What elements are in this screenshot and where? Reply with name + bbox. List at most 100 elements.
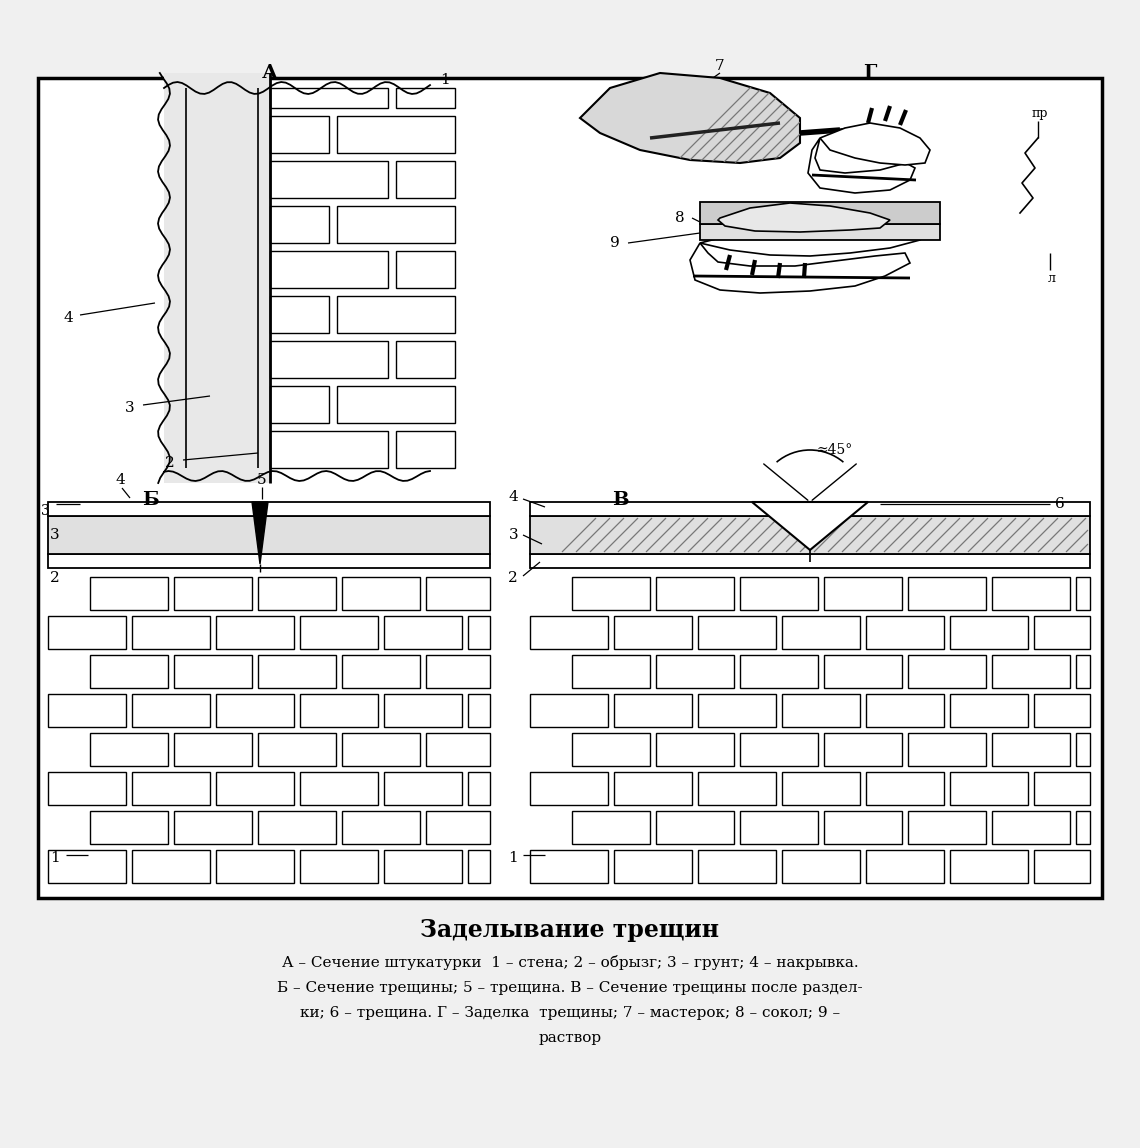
Text: 1: 1 xyxy=(440,73,450,87)
Bar xyxy=(270,205,329,243)
Bar xyxy=(824,656,902,688)
Polygon shape xyxy=(700,218,935,256)
Bar xyxy=(992,734,1070,766)
Bar xyxy=(950,771,1028,805)
Bar xyxy=(700,202,940,224)
Bar xyxy=(907,734,986,766)
Bar xyxy=(1076,656,1090,688)
Bar xyxy=(270,430,388,468)
Bar xyxy=(174,577,252,610)
Bar xyxy=(132,695,210,727)
Bar xyxy=(740,656,819,688)
Text: 3: 3 xyxy=(508,528,518,542)
Text: 9: 9 xyxy=(610,236,620,250)
Bar xyxy=(1076,734,1090,766)
Bar xyxy=(950,616,1028,649)
Bar xyxy=(782,850,860,883)
Text: ки; 6 – трещина. Г – Заделка  трещины; 7 – мастерок; 8 – сокол; 9 –: ки; 6 – трещина. Г – Заделка трещины; 7 … xyxy=(300,1006,840,1021)
Bar xyxy=(132,850,210,883)
Text: 8: 8 xyxy=(675,211,685,225)
Bar xyxy=(90,577,168,610)
Bar xyxy=(300,695,378,727)
Bar xyxy=(866,616,944,649)
Bar xyxy=(48,771,127,805)
Bar xyxy=(656,577,734,610)
Bar xyxy=(258,734,336,766)
Bar xyxy=(270,161,388,197)
Bar xyxy=(48,502,490,515)
Text: Г: Г xyxy=(863,64,877,82)
Bar xyxy=(38,78,1102,898)
Text: Б: Б xyxy=(141,491,158,509)
Bar xyxy=(174,810,252,844)
Bar xyxy=(824,734,902,766)
Bar xyxy=(530,554,1090,568)
Bar xyxy=(337,386,455,422)
Text: л: л xyxy=(1048,271,1056,285)
Bar xyxy=(258,810,336,844)
Text: ≈45°: ≈45° xyxy=(817,443,853,457)
Bar xyxy=(270,341,388,378)
Text: 2: 2 xyxy=(508,571,518,585)
Bar xyxy=(782,616,860,649)
Text: пр: пр xyxy=(1032,107,1049,119)
Bar xyxy=(90,734,168,766)
Bar xyxy=(656,810,734,844)
Text: 7: 7 xyxy=(715,59,725,73)
Polygon shape xyxy=(808,138,915,193)
Bar xyxy=(384,771,462,805)
Bar xyxy=(342,656,420,688)
Bar xyxy=(469,771,490,805)
Bar xyxy=(740,577,819,610)
Text: 6: 6 xyxy=(1056,497,1065,511)
Bar xyxy=(342,810,420,844)
Bar xyxy=(572,656,650,688)
Text: В: В xyxy=(612,491,628,509)
Bar xyxy=(698,771,776,805)
Bar xyxy=(48,695,127,727)
Bar xyxy=(270,251,388,288)
Polygon shape xyxy=(752,502,868,550)
Bar xyxy=(1034,771,1090,805)
Bar xyxy=(426,810,490,844)
Bar xyxy=(132,771,210,805)
Bar xyxy=(258,577,336,610)
Bar xyxy=(469,695,490,727)
Bar xyxy=(396,251,455,288)
Bar xyxy=(337,205,455,243)
Bar xyxy=(530,502,1090,515)
Text: 2: 2 xyxy=(165,456,174,470)
Bar xyxy=(1034,616,1090,649)
Bar xyxy=(698,695,776,727)
Bar xyxy=(300,850,378,883)
Bar xyxy=(614,771,692,805)
Text: 5: 5 xyxy=(258,473,267,487)
Bar xyxy=(866,771,944,805)
Bar xyxy=(469,616,490,649)
Bar xyxy=(48,515,490,554)
Bar xyxy=(270,88,388,108)
Polygon shape xyxy=(690,243,910,293)
Bar xyxy=(396,341,455,378)
Bar xyxy=(396,88,455,108)
Bar xyxy=(270,386,329,422)
Text: А – Сечение штукатурки  1 – стена; 2 – обрызг; 3 – грунт; 4 – накрывка.: А – Сечение штукатурки 1 – стена; 2 – об… xyxy=(282,955,858,970)
Bar xyxy=(698,850,776,883)
Bar xyxy=(426,577,490,610)
Bar xyxy=(950,695,1028,727)
Bar xyxy=(656,734,734,766)
Text: Б – Сечение трещины; 5 – трещина. В – Сечение трещины после раздел-: Б – Сечение трещины; 5 – трещина. В – Се… xyxy=(277,982,863,995)
Bar xyxy=(866,695,944,727)
Bar xyxy=(907,810,986,844)
Text: А: А xyxy=(262,64,278,82)
Bar xyxy=(426,656,490,688)
Text: 4: 4 xyxy=(115,473,125,487)
Bar xyxy=(530,771,608,805)
Bar xyxy=(426,734,490,766)
Bar xyxy=(614,695,692,727)
Bar xyxy=(132,616,210,649)
Bar xyxy=(1076,577,1090,610)
Text: 3: 3 xyxy=(41,504,49,518)
Bar xyxy=(700,224,940,240)
Bar xyxy=(907,656,986,688)
